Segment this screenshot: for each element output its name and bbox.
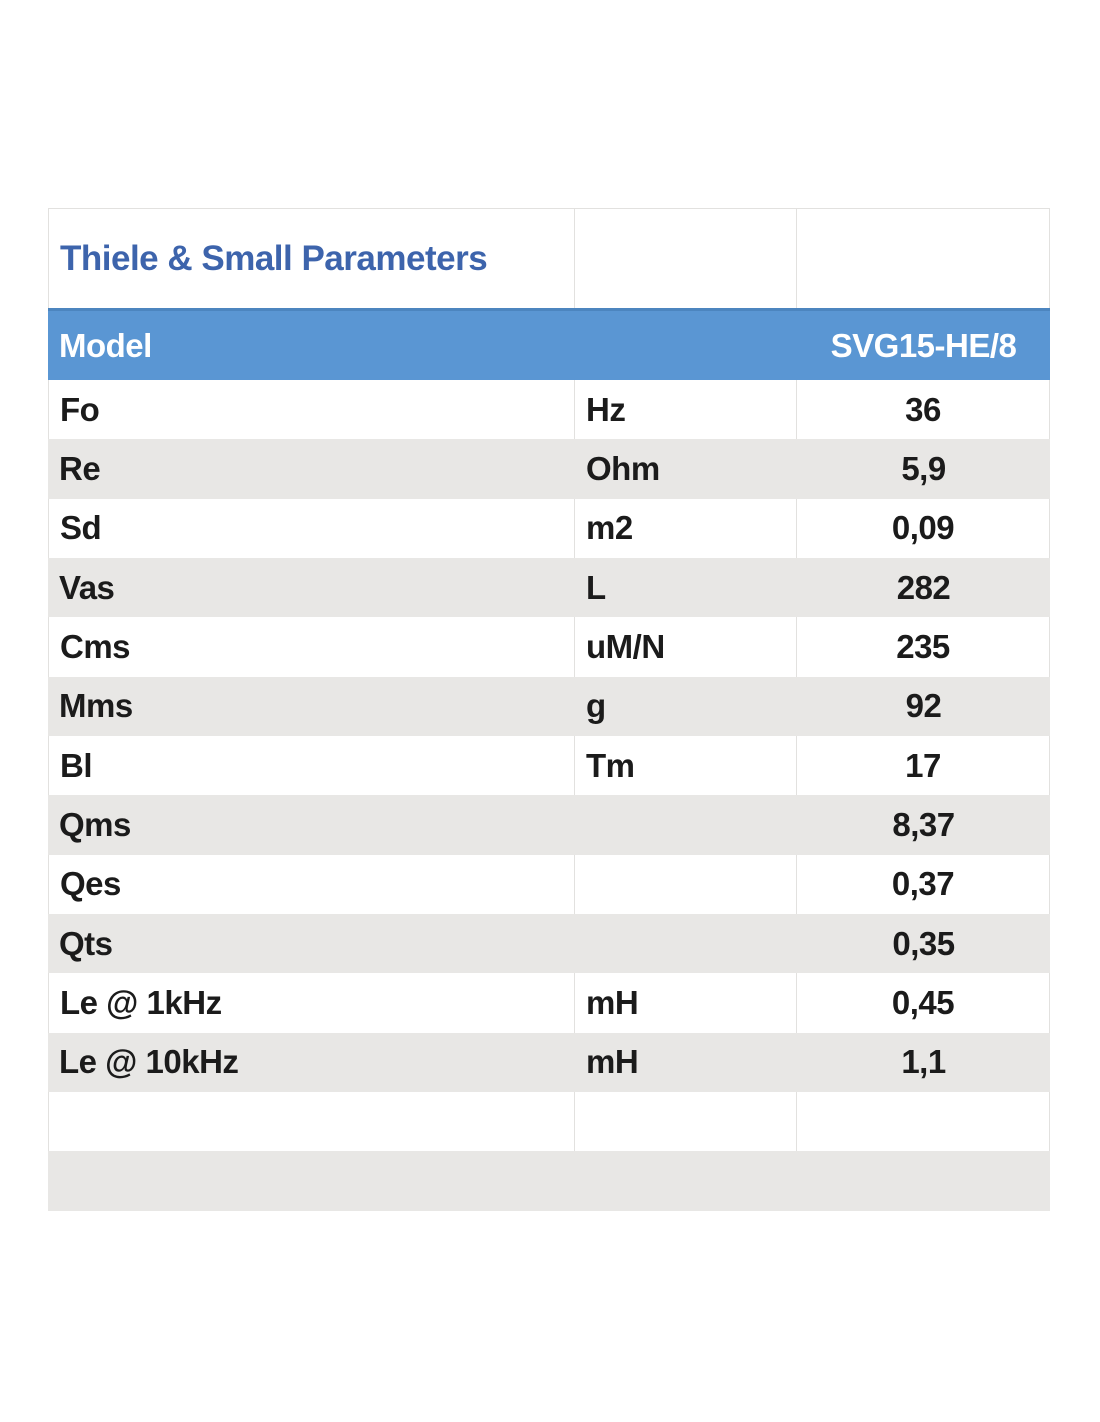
table-row: Re Ohm 5,9 <box>48 439 1050 499</box>
table-row: Mms g 92 <box>48 676 1050 736</box>
parameter-unit: Tm <box>586 746 635 784</box>
parameter-unit-cell: mH <box>575 973 797 1033</box>
parameter-value-cell: 282 <box>797 558 1050 617</box>
parameter-name-cell: Qms <box>48 795 575 854</box>
parameter-value: 0,35 <box>892 924 955 962</box>
parameter-unit-cell: Hz <box>575 380 797 440</box>
parameter-unit-cell: Ohm <box>575 439 797 498</box>
parameter-name-cell: Le @ 10kHz <box>48 1033 575 1092</box>
parameter-name-cell: Qes <box>48 854 575 914</box>
table-row: Le @ 10kHz mH 1,1 <box>48 1032 1050 1092</box>
parameter-name: Mms <box>59 687 133 725</box>
parameter-name: Cms <box>60 627 131 665</box>
table-row: Vas L 282 <box>48 557 1050 618</box>
parameter-name-cell: Cms <box>48 617 575 677</box>
parameter-value: 36 <box>905 390 941 428</box>
parameter-unit: Hz <box>586 390 626 428</box>
model-empty-unit-cell <box>575 311 797 380</box>
parameter-unit: mH <box>586 983 639 1021</box>
parameter-unit-cell <box>575 914 797 973</box>
table-row: Qts 0,35 <box>48 913 1050 974</box>
parameter-value: 1,1 <box>901 1043 946 1081</box>
parameter-value-cell: 17 <box>797 735 1050 796</box>
parameter-name-cell: Bl <box>48 735 575 796</box>
parameter-unit-cell: uM/N <box>575 617 797 677</box>
parameter-name-cell: Sd <box>48 498 575 558</box>
parameter-value: 5,9 <box>901 449 946 487</box>
parameter-unit: uM/N <box>586 627 665 665</box>
table-row: Fo Hz 36 <box>48 380 1050 440</box>
parameter-unit: m2 <box>586 509 633 547</box>
parameter-name-cell: Re <box>48 439 575 498</box>
parameter-unit-cell: mH <box>575 1033 797 1092</box>
parameter-value-cell: 5,9 <box>797 439 1050 498</box>
table-row: Cms uM/N 235 <box>48 617 1050 677</box>
table-title: Thiele & Small Parameters <box>60 238 488 278</box>
model-label-cell: Model <box>48 311 575 380</box>
parameter-rows: Fo Hz 36 Re Ohm 5,9 Sd m2 0,09 Vas <box>48 380 1050 1092</box>
parameter-name-cell: Qts <box>48 914 575 973</box>
parameter-value-cell: 1,1 <box>797 1033 1050 1092</box>
table-row: Qes 0,37 <box>48 854 1050 914</box>
parameter-unit-cell: Tm <box>575 735 797 796</box>
parameter-unit: g <box>586 687 606 725</box>
parameter-value: 0,37 <box>891 865 955 903</box>
parameter-unit-cell <box>575 795 797 854</box>
table-row: Sd m2 0,09 <box>48 498 1050 558</box>
parameter-value-cell: 36 <box>797 380 1050 440</box>
parameter-unit: Ohm <box>586 449 660 487</box>
parameter-name: Qts <box>59 924 113 962</box>
table-row: Qms 8,37 <box>48 795 1050 855</box>
empty-row <box>48 1091 1050 1152</box>
parameter-value: 0,09 <box>891 509 955 547</box>
parameter-name-cell: Fo <box>48 380 575 440</box>
parameter-name: Le @ 10kHz <box>59 1043 239 1081</box>
model-value: SVG15-HE/8 <box>830 326 1017 364</box>
parameter-unit: L <box>586 568 606 606</box>
parameter-unit-cell: m2 <box>575 498 797 558</box>
parameter-name-cell: Le @ 1kHz <box>48 973 575 1033</box>
thiele-small-parameters-table: Thiele & Small Parameters Model SVG15-HE… <box>48 208 1050 1211</box>
parameter-value-cell: 0,45 <box>797 973 1050 1033</box>
parameter-value-cell: 8,37 <box>797 795 1050 854</box>
empty-row <box>48 1151 1050 1211</box>
parameter-value: 282 <box>896 568 951 606</box>
parameter-value-cell: 0,09 <box>797 498 1050 558</box>
parameter-value: 0,45 <box>891 983 955 1021</box>
parameter-name: Fo <box>60 390 100 428</box>
model-row: Model SVG15-HE/8 <box>48 308 1050 380</box>
parameter-value: 92 <box>905 687 942 725</box>
table-row: Le @ 1kHz mH 0,45 <box>48 973 1050 1033</box>
model-value-cell: SVG15-HE/8 <box>797 311 1050 380</box>
parameter-name: Vas <box>59 568 115 606</box>
model-label: Model <box>59 326 152 364</box>
title-row-empty-unit-cell <box>575 209 797 308</box>
title-row-empty-value-cell <box>797 209 1050 308</box>
table-row: Bl Tm 17 <box>48 735 1050 796</box>
parameter-name: Sd <box>60 509 102 547</box>
parameter-name: Qes <box>60 865 121 903</box>
parameter-value-cell: 235 <box>797 617 1050 677</box>
parameter-name-cell: Vas <box>48 558 575 617</box>
table-title-row: Thiele & Small Parameters <box>48 208 1050 308</box>
title-cell: Thiele & Small Parameters <box>48 209 575 308</box>
parameter-unit-cell: L <box>575 558 797 617</box>
parameter-name: Re <box>59 449 101 487</box>
parameter-name: Qms <box>59 805 131 843</box>
parameter-name: Bl <box>60 746 93 784</box>
parameter-value: 17 <box>905 746 941 784</box>
parameter-unit-cell: g <box>575 677 797 736</box>
parameter-value-cell: 92 <box>797 677 1050 736</box>
parameter-value: 235 <box>896 627 950 665</box>
parameter-name-cell: Mms <box>48 677 575 736</box>
parameter-value: 8,37 <box>892 805 955 843</box>
parameter-unit: mH <box>586 1043 639 1081</box>
parameter-value-cell: 0,37 <box>797 854 1050 914</box>
parameter-value-cell: 0,35 <box>797 914 1050 973</box>
parameter-unit-cell <box>575 854 797 914</box>
parameter-name: Le @ 1kHz <box>60 983 222 1021</box>
